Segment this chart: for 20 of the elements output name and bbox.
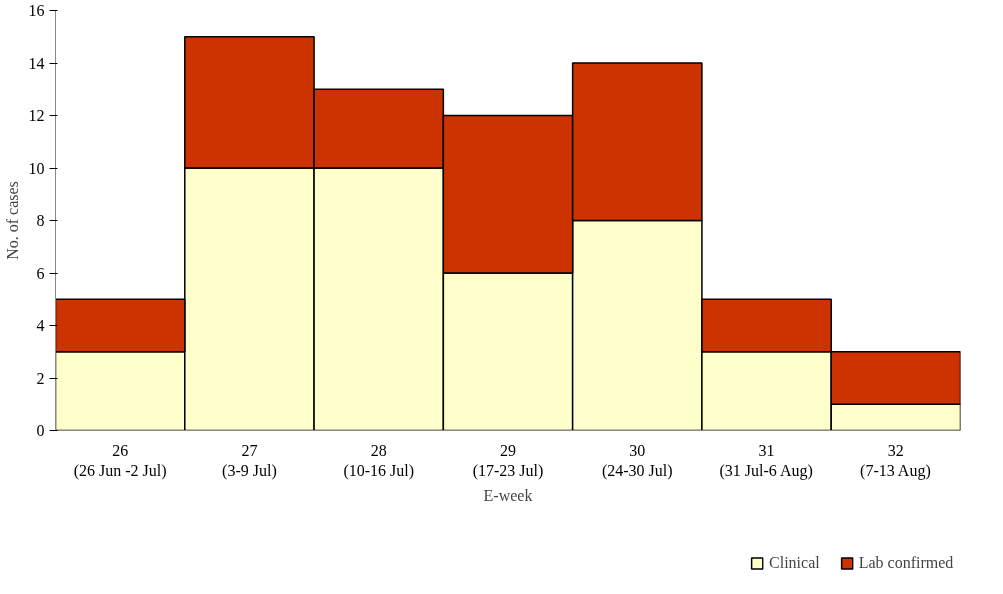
y-tick-label: 10 <box>28 159 45 177</box>
x-tick-label: 27 (3-9 Jul) <box>222 441 277 480</box>
y-tick-label: 2 <box>36 369 45 387</box>
y-axis-title: No. of cases <box>3 181 21 260</box>
legend-label: Lab confirmed <box>858 554 954 572</box>
y-tick-label: 0 <box>36 422 45 439</box>
y-tick-label: 4 <box>36 317 45 334</box>
y-tick-label: 14 <box>28 54 45 72</box>
legend-label: Clinical <box>769 554 820 572</box>
x-tick-label: 30 (24-30 Jul) <box>601 441 673 480</box>
y-tick-label: 16 <box>28 2 45 19</box>
x-tick-label: 28 (10-16 Jul) <box>343 441 415 480</box>
x-tick-label: 32 (7-13 Aug) <box>860 441 931 480</box>
x-axis-title: E-week <box>483 486 533 504</box>
x-tick-label: 29 (17-23 Jul) <box>472 441 544 480</box>
x-tick-label: 31 (31 Jul-6 Aug) <box>719 441 813 480</box>
y-tick-label: 8 <box>36 212 45 229</box>
y-tick-label: 12 <box>28 107 45 124</box>
y-tick-label: 6 <box>36 264 45 282</box>
x-tick-label: 26 (26 Jun -2 Jul) <box>73 441 167 480</box>
